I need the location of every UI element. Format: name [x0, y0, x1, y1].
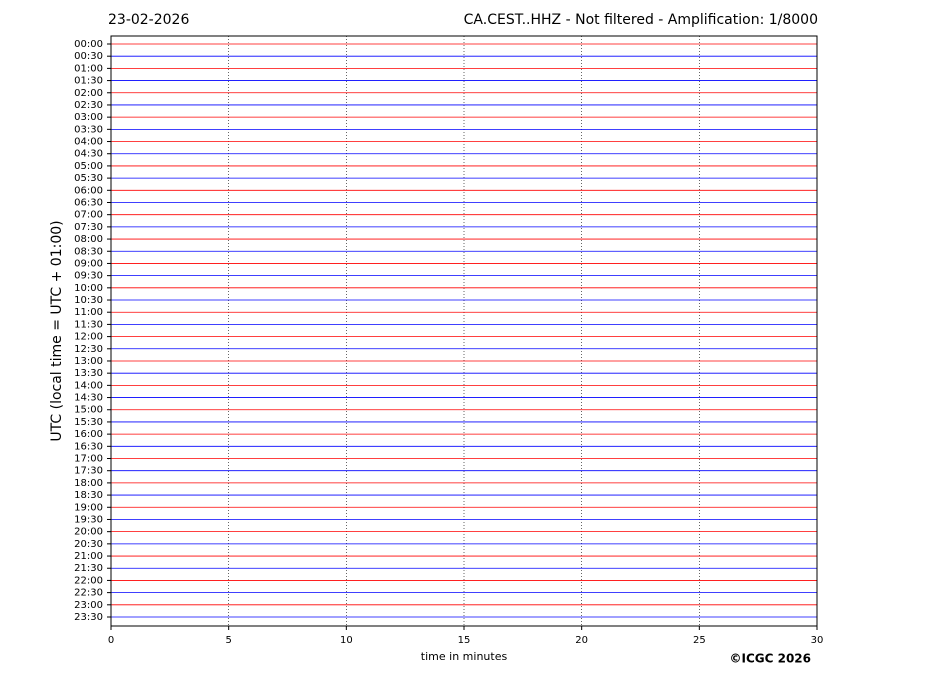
y-tick-label: 20:30 — [74, 539, 103, 550]
y-tick-label: 03:00 — [74, 112, 103, 123]
y-tick-label: 02:00 — [74, 88, 103, 99]
y-tick-label: 11:00 — [74, 307, 103, 318]
y-tick-label: 08:00 — [74, 234, 103, 245]
y-tick-label: 22:00 — [74, 575, 103, 586]
y-tick-label: 19:30 — [74, 514, 103, 525]
y-tick-label: 17:00 — [74, 454, 103, 465]
y-tick-label: 04:30 — [74, 149, 103, 160]
x-tick-label: 15 — [458, 635, 471, 646]
x-tick-label: 5 — [225, 635, 231, 646]
y-tick-label: 02:30 — [74, 100, 103, 111]
y-tick-label: 16:00 — [74, 429, 103, 440]
y-tick-label: 22:30 — [74, 588, 103, 599]
chart-title: CA.CEST..HHZ - Not filtered - Amplificat… — [464, 12, 818, 28]
y-tick-label: 20:00 — [74, 527, 103, 538]
y-tick-label: 14:00 — [74, 380, 103, 391]
y-tick-label: 15:00 — [74, 405, 103, 416]
y-tick-label: 13:30 — [74, 368, 103, 379]
y-tick-label: 17:30 — [74, 466, 103, 477]
y-tick-label: 21:30 — [74, 563, 103, 574]
y-tick-label: 15:30 — [74, 417, 103, 428]
y-tick-label: 14:30 — [74, 393, 103, 404]
x-tick-label: 25 — [693, 635, 706, 646]
y-tick-label: 10:30 — [74, 295, 103, 306]
x-axis-label: time in minutes — [421, 650, 508, 663]
x-tick-label: 0 — [108, 635, 114, 646]
y-tick-label: 01:00 — [74, 63, 103, 74]
y-axis-label: UTC (local time = UTC + 01:00) — [49, 220, 65, 441]
y-tick-label: 23:30 — [74, 612, 103, 623]
x-tick-label: 10 — [340, 635, 353, 646]
y-tick-label: 07:30 — [74, 222, 103, 233]
y-tick-label: 18:00 — [74, 478, 103, 489]
y-tick-label: 05:00 — [74, 161, 103, 172]
y-tick-label: 13:00 — [74, 356, 103, 367]
y-tick-label: 07:00 — [74, 210, 103, 221]
y-tick-label: 00:00 — [74, 39, 103, 50]
y-tick-label: 06:00 — [74, 185, 103, 196]
y-tick-label: 09:00 — [74, 258, 103, 269]
y-tick-label: 04:00 — [74, 137, 103, 148]
date: 23-02-2026 — [108, 12, 189, 28]
x-tick-label: 20 — [575, 635, 588, 646]
y-tick-label: 19:00 — [74, 502, 103, 513]
y-tick-label: 21:00 — [74, 551, 103, 562]
y-tick-label: 01:30 — [74, 76, 103, 87]
credit: ©ICGC 2026 — [729, 652, 811, 666]
y-tick-label: 10:00 — [74, 283, 103, 294]
y-tick-label: 09:30 — [74, 271, 103, 282]
y-tick-label: 08:30 — [74, 246, 103, 257]
y-tick-label: 12:30 — [74, 344, 103, 355]
y-tick-label: 05:30 — [74, 173, 103, 184]
y-tick-label: 23:00 — [74, 600, 103, 611]
y-tick-label: 18:30 — [74, 490, 103, 501]
x-tick-label: 30 — [811, 635, 824, 646]
y-tick-label: 16:30 — [74, 441, 103, 452]
y-tick-label: 00:30 — [74, 51, 103, 62]
y-tick-label: 11:30 — [74, 319, 103, 330]
plot-frame — [110, 35, 818, 627]
y-tick-label: 03:30 — [74, 124, 103, 135]
y-tick-label: 12:00 — [74, 332, 103, 343]
y-tick-label: 06:30 — [74, 197, 103, 208]
